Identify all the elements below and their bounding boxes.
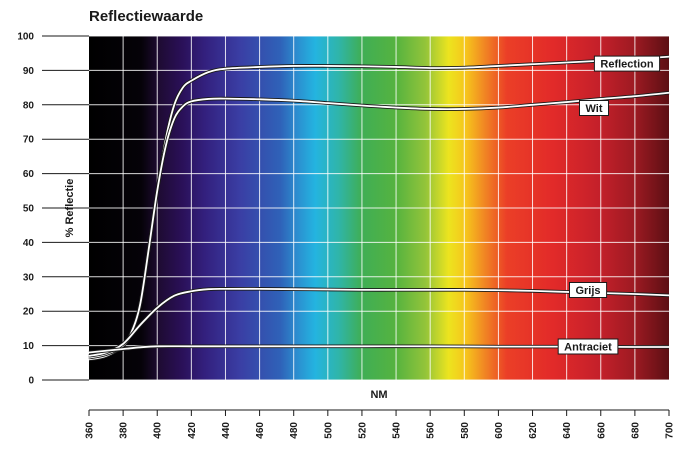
series-label-box-reflection [593,55,661,72]
x-axis-label: NM [370,389,387,401]
y-axis-label: % Reflectie [64,179,76,238]
x-tick-label: 440 [221,422,232,439]
series-lines [88,54,670,362]
y-tick-label: 70 [23,135,35,146]
y-tick-label: 40 [23,238,35,249]
x-tick-label: 480 [289,422,300,439]
y-tick-label: 10 [23,341,35,352]
y-tick-label: 60 [23,169,35,180]
x-tick-label: 640 [562,422,573,439]
x-tick-label: 420 [187,422,198,439]
y-tick-label: 80 [23,100,35,111]
x-tick-label: 540 [392,422,403,439]
series-labels: Reflection Wit Grijs Antraciet [557,55,661,355]
y-tick-label: 30 [23,272,35,283]
y-tick-label: 20 [23,307,35,318]
y-axis: 0 10 20 30 40 50 60 70 80 90 100 [17,32,89,387]
x-tick-label: 620 [528,422,539,439]
x-tick-label: 680 [630,422,641,439]
x-axis: 360 380 400 420 440 460 480 500 520 540 560 580 600 6… [85,409,676,439]
y-tick-label: 100 [17,32,34,43]
series-label-box-wit [579,100,609,116]
series-label-grijs: Grijs [575,285,600,297]
y-tick-label: 50 [23,204,35,215]
x-tick-label: 660 [596,422,607,439]
x-tick-label: 580 [460,422,471,439]
x-tick-label: 460 [255,422,266,439]
series-label-wit: Wit [585,103,602,115]
x-tick-label: 400 [153,422,164,439]
x-tick-label: 600 [494,422,505,439]
series-label-box-antraciet [557,338,619,355]
series-line-wit [88,91,670,359]
series-line-grijs [88,287,670,357]
x-tick-label: 380 [119,422,130,439]
y-tick-label: 90 [23,66,35,77]
series-label-antraciet: Antraciet [564,342,612,354]
series-label-reflection: Reflection [600,59,653,71]
grid [89,35,669,381]
x-tick-label: 560 [426,422,437,439]
x-tick-label: 700 [665,422,676,439]
chart-title: Reflectiewaarde [89,8,204,25]
series-label-box-grijs [569,282,608,298]
y-tick-label: 0 [28,376,34,387]
x-tick-label: 500 [323,422,334,439]
x-tick-label: 520 [357,422,368,439]
x-tick-label: 360 [85,422,96,439]
